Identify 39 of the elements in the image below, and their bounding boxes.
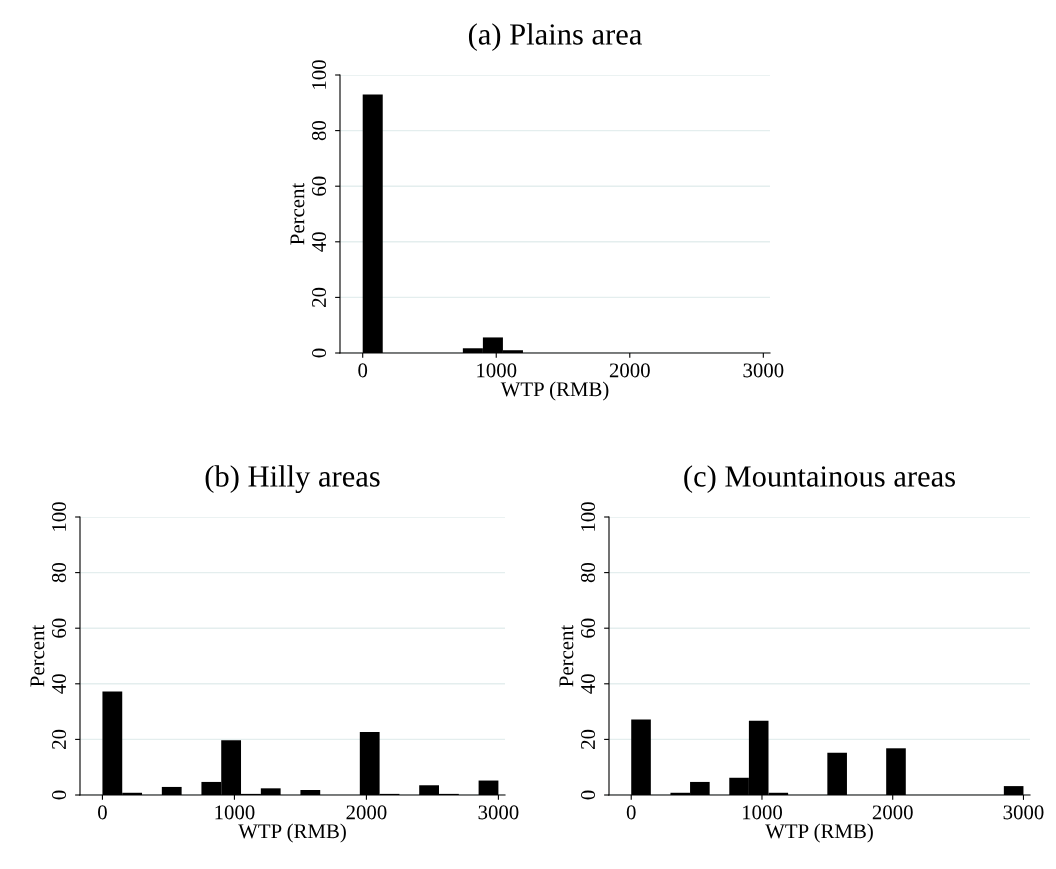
x-tick-label: 2000 — [609, 363, 650, 378]
x-tick-label: 2000 — [346, 805, 387, 820]
y-axis-title: Percent — [290, 182, 305, 245]
y-tick-label: 100 — [311, 60, 327, 89]
x-tick-label: 0 — [358, 363, 368, 378]
x-tick-label: 1000 — [477, 363, 517, 378]
y-axis-title: Percent — [559, 624, 574, 687]
y-tick-label: 20 — [580, 729, 596, 749]
x-axis-title: WTP (RMB) — [238, 823, 346, 843]
y-tick-label: 60 — [311, 176, 327, 196]
y-tick-label: 0 — [311, 348, 327, 358]
y-tick-label: 100 — [580, 502, 596, 531]
x-tick-label: 3000 — [1003, 805, 1044, 820]
y-tick-label: 60 — [51, 618, 67, 638]
y-tick-label: 100 — [51, 502, 67, 531]
y-tick-label: 80 — [311, 120, 327, 141]
x-tick-label: 2000 — [872, 805, 913, 820]
y-tick-label: 40 — [311, 232, 327, 252]
y-tick-label: 80 — [51, 562, 67, 583]
y-tick-label: 20 — [51, 729, 67, 749]
x-tick-label: 1000 — [215, 805, 255, 820]
chart-title: (a) Plains area — [468, 23, 642, 51]
x-tick-label: 0 — [626, 805, 636, 820]
y-tick-label: 40 — [51, 674, 67, 694]
y-axis-title: Percent — [30, 624, 45, 687]
y-tick-label: 0 — [51, 790, 67, 800]
chart-title: (c) Mountainous areas — [684, 465, 955, 493]
y-tick-label: 20 — [311, 287, 327, 307]
x-axis-title: WTP (RMB) — [765, 823, 873, 843]
x-tick-label: 0 — [98, 805, 107, 820]
y-tick-label: 80 — [580, 562, 596, 583]
y-tick-label: 40 — [580, 674, 596, 694]
y-tick-label: 60 — [580, 618, 596, 638]
chart-title: (b) Hilly areas — [205, 465, 380, 494]
y-tick-label: 0 — [580, 790, 596, 800]
x-tick-label: 1000 — [742, 805, 783, 820]
x-tick-label: 3000 — [478, 805, 519, 820]
x-tick-label: 3000 — [743, 363, 784, 378]
x-axis-title: WTP (RMB) — [500, 381, 609, 401]
